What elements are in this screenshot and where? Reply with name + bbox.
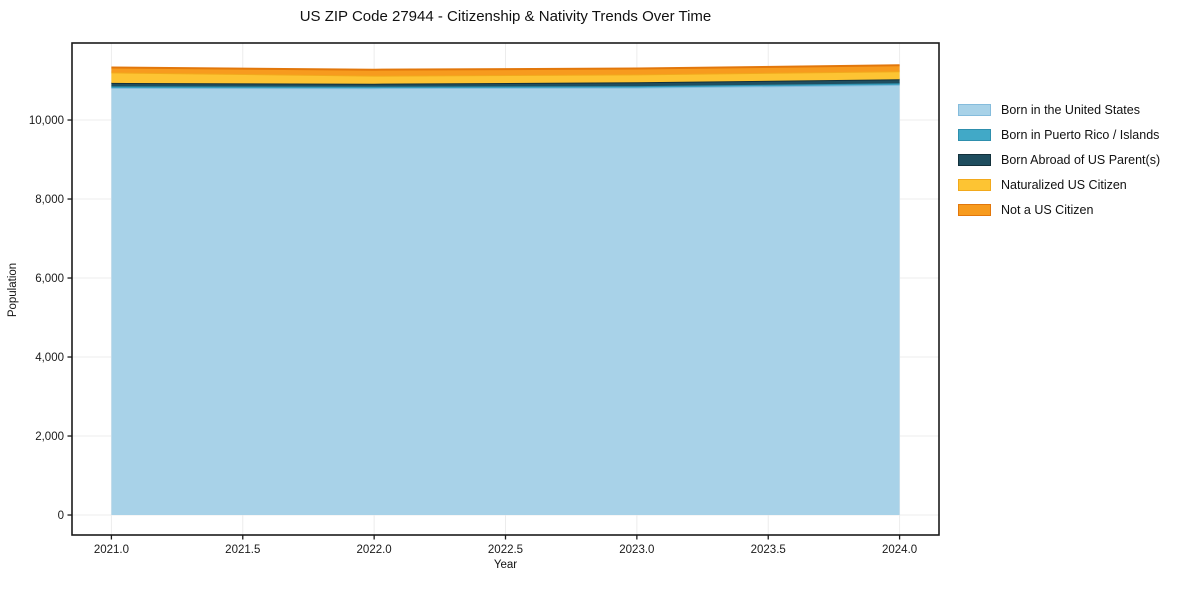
legend-label: Naturalized US Citizen bbox=[1001, 178, 1127, 192]
x-axis-label: Year bbox=[493, 559, 518, 571]
x-tick-label: 2021.0 bbox=[94, 544, 129, 556]
legend-label: Born in the United States bbox=[1001, 103, 1140, 117]
y-tick-label: 2,000 bbox=[35, 431, 64, 443]
legend-item-4: Not a US Citizen bbox=[958, 203, 1160, 217]
legend-item-0: Born in the United States bbox=[958, 103, 1160, 117]
area-series-4-edge bbox=[111, 64, 900, 71]
y-tick-label: 10,000 bbox=[29, 115, 64, 127]
y-tick-label: 4,000 bbox=[35, 352, 64, 364]
x-tick-label: 2024.0 bbox=[882, 544, 917, 556]
legend-swatch-icon bbox=[958, 179, 991, 191]
legend-swatch-icon bbox=[958, 129, 991, 141]
y-tick-label: 8,000 bbox=[35, 194, 64, 206]
y-tick-label: 6,000 bbox=[35, 273, 64, 285]
legend-item-1: Born in Puerto Rico / Islands bbox=[958, 128, 1160, 142]
x-tick-label: 2022.5 bbox=[488, 544, 523, 556]
area-series-0 bbox=[111, 84, 900, 516]
legend: Born in the United States Born in Puerto … bbox=[958, 103, 1160, 217]
x-tick-label: 2021.5 bbox=[225, 544, 260, 556]
area-series-2 bbox=[111, 79, 900, 87]
legend-swatch-icon bbox=[958, 204, 991, 216]
x-tick-label: 2023.0 bbox=[619, 544, 654, 556]
legend-swatch-icon bbox=[958, 104, 991, 116]
legend-item-3: Naturalized US Citizen bbox=[958, 178, 1160, 192]
chart-title: US ZIP Code 27944 - Citizenship & Nativi… bbox=[299, 8, 712, 25]
y-tick-label: 0 bbox=[58, 510, 64, 522]
legend-label: Born Abroad of US Parent(s) bbox=[1001, 153, 1161, 167]
legend-label: Born in Puerto Rico / Islands bbox=[1001, 128, 1160, 142]
x-tick-label: 2023.5 bbox=[751, 544, 786, 556]
legend-swatch-icon bbox=[958, 154, 991, 166]
legend-label: Not a US Citizen bbox=[1001, 203, 1094, 217]
legend-item-2: Born Abroad of US Parent(s) bbox=[958, 153, 1160, 167]
x-tick-label: 2022.0 bbox=[357, 544, 392, 556]
